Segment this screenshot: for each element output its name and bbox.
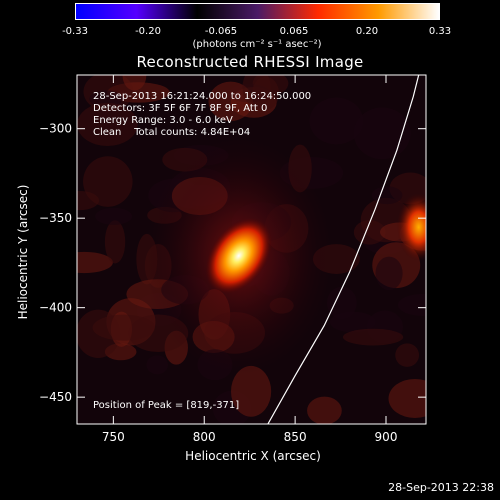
annotation-line: Energy Range: 3.0 - 6.0 keV bbox=[93, 115, 233, 126]
chart-title: Reconstructed RHESSI Image bbox=[136, 53, 364, 71]
x-tick-label: 850 bbox=[284, 430, 307, 444]
texture-patch bbox=[395, 343, 420, 367]
y-axis-label: Heliocentric Y (arcsec) bbox=[16, 185, 30, 320]
texture-patch bbox=[353, 107, 411, 160]
x-tick-label: 800 bbox=[193, 430, 216, 444]
texture-patch bbox=[342, 328, 404, 346]
texture-patch bbox=[252, 76, 280, 111]
solar-limb-line bbox=[267, 75, 420, 424]
texture-patch bbox=[326, 286, 357, 319]
peak-position-label: Position of Peak = [819,-371] bbox=[93, 400, 239, 411]
texture-patch bbox=[307, 396, 342, 424]
colorbar-unit-label: (photons cm⁻² s⁻¹ asec⁻²) bbox=[192, 39, 322, 50]
colorbar-tick-label: -0.065 bbox=[204, 26, 238, 37]
annotation-line: Clean Total counts: 4.84E+04 bbox=[93, 127, 250, 138]
peak-emission-source bbox=[205, 217, 273, 294]
texture-patch bbox=[77, 102, 138, 146]
texture-patch bbox=[104, 220, 126, 264]
colorbar-tick-label: -0.20 bbox=[135, 26, 161, 37]
y-tick-label: −300 bbox=[39, 122, 72, 136]
texture-patch bbox=[388, 378, 426, 418]
texture-patch bbox=[375, 256, 403, 291]
texture-patch bbox=[397, 293, 426, 316]
texture-patch bbox=[371, 186, 403, 205]
y-tick-label: −450 bbox=[39, 390, 72, 404]
colorbar-tick-label: -0.33 bbox=[62, 26, 88, 37]
plot-frame bbox=[76, 74, 427, 425]
annotation-line: Detectors: 3F 5F 6F 7F 8F 9F, Att 0 bbox=[93, 103, 267, 114]
texture-patch bbox=[92, 314, 155, 341]
texture-patch bbox=[83, 156, 133, 207]
texture-patch bbox=[309, 97, 364, 145]
texture-patch bbox=[89, 90, 123, 108]
x-axis-label: Heliocentric X (arcsec) bbox=[185, 449, 321, 463]
texture-patch bbox=[77, 251, 113, 274]
annotation-line: 28-Sep-2013 16:21:24.000 to 16:24:50.000 bbox=[93, 91, 311, 102]
axis-ticks: 750 800 850 900 −300 −350 −400 −450 bbox=[39, 75, 426, 444]
texture-patch bbox=[329, 311, 376, 333]
colorbar-tick-label: 0.20 bbox=[355, 26, 379, 37]
footer-timestamp: 28-Sep-2013 22:38 bbox=[388, 481, 494, 494]
texture-patch bbox=[231, 365, 272, 417]
colorbar-tick-label: 0.065 bbox=[279, 26, 309, 37]
x-tick-label: 900 bbox=[375, 430, 398, 444]
texture-patch bbox=[122, 75, 147, 91]
texture-patch bbox=[208, 81, 253, 122]
texture-patch bbox=[95, 207, 133, 225]
colorbar bbox=[75, 3, 440, 20]
colorbar-tick-label: 0.33 bbox=[428, 26, 452, 37]
x-tick-label: 750 bbox=[102, 430, 125, 444]
y-tick-label: −400 bbox=[39, 301, 72, 315]
y-tick-label: −350 bbox=[39, 211, 72, 225]
secondary-emission-source bbox=[396, 193, 426, 262]
texture-patch bbox=[146, 355, 169, 375]
